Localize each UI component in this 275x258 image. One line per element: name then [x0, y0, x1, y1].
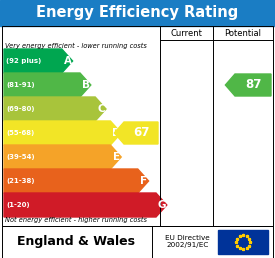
Text: D: D — [112, 128, 120, 138]
Text: England & Wales: England & Wales — [17, 236, 135, 248]
Text: (92 plus): (92 plus) — [6, 58, 41, 64]
Text: (1-20): (1-20) — [6, 202, 30, 208]
Text: EU Directive
2002/91/EC: EU Directive 2002/91/EC — [165, 236, 210, 248]
Text: F: F — [141, 176, 148, 186]
Text: E: E — [113, 152, 120, 162]
Text: 87: 87 — [245, 78, 261, 92]
Polygon shape — [4, 145, 121, 169]
Bar — [218, 230, 268, 254]
Text: G: G — [157, 200, 166, 210]
Text: B: B — [82, 80, 90, 90]
Text: C: C — [97, 104, 105, 114]
Text: Very energy efficient - lower running costs: Very energy efficient - lower running co… — [5, 43, 147, 49]
Polygon shape — [4, 193, 167, 217]
Bar — [0, 0, 275, 26]
Text: (81-91): (81-91) — [6, 82, 35, 88]
Text: Energy Efficiency Rating: Energy Efficiency Rating — [36, 5, 239, 20]
Polygon shape — [4, 49, 73, 73]
Text: (39-54): (39-54) — [6, 154, 35, 160]
Polygon shape — [226, 74, 271, 96]
Polygon shape — [4, 121, 121, 145]
Text: Current: Current — [170, 28, 202, 37]
Bar — [2, 226, 273, 258]
Text: A: A — [64, 56, 72, 66]
Polygon shape — [4, 97, 106, 121]
Text: Potential: Potential — [224, 28, 262, 37]
Text: (55-68): (55-68) — [6, 130, 34, 136]
Text: Not energy efficient - higher running costs: Not energy efficient - higher running co… — [5, 217, 147, 223]
Polygon shape — [4, 73, 91, 97]
Polygon shape — [114, 122, 158, 144]
Text: (69-80): (69-80) — [6, 106, 34, 112]
Text: 67: 67 — [133, 126, 149, 140]
Bar — [2, 26, 273, 226]
Polygon shape — [4, 169, 148, 193]
Text: (21-38): (21-38) — [6, 178, 34, 184]
